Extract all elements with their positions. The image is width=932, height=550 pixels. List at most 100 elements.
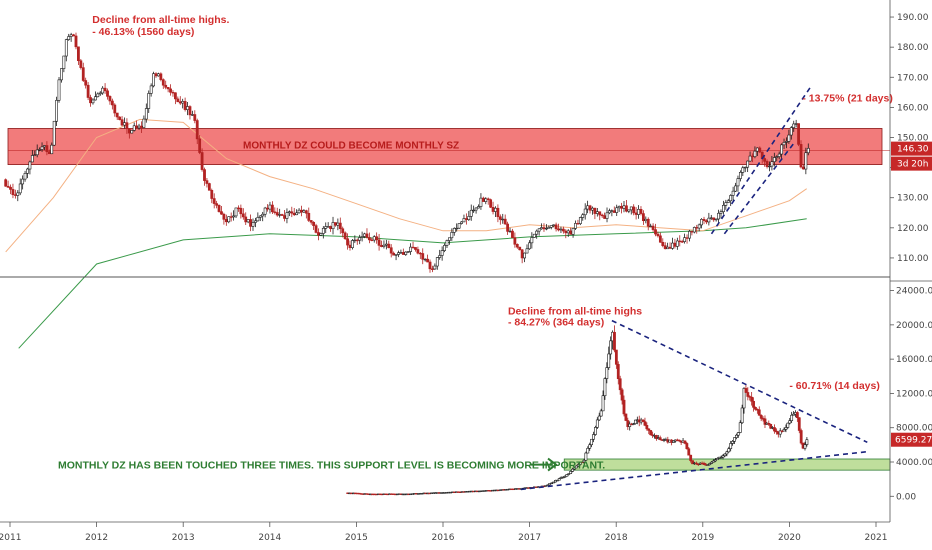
top-candle <box>224 219 228 223</box>
top-candle <box>6 185 10 188</box>
top-candle <box>416 249 420 254</box>
top-candle <box>738 172 742 179</box>
x-tick-label: 2017 <box>518 533 541 543</box>
top-candle <box>154 73 158 77</box>
bottom-candle <box>557 478 561 481</box>
top-candle <box>530 237 534 244</box>
top-candle <box>641 213 645 222</box>
top-candle <box>380 245 383 247</box>
bottom-candle <box>797 417 801 431</box>
top-candle <box>241 213 245 218</box>
top-trendline-1 <box>723 143 795 235</box>
top-candle <box>338 222 342 230</box>
top-candle <box>237 207 240 210</box>
top-candle <box>40 146 44 150</box>
bottom-candle <box>702 462 706 465</box>
top-candle <box>319 233 323 236</box>
top-candle <box>496 207 500 218</box>
top-candle <box>515 243 519 248</box>
top-candle <box>232 215 236 218</box>
bottom-candle <box>601 395 605 412</box>
top-candle <box>261 213 265 217</box>
top-annotation-2: - 13.75% (21 days) <box>802 92 892 104</box>
top-candle <box>302 210 306 213</box>
top-candle <box>528 242 531 250</box>
top-candle <box>535 230 539 235</box>
bottom-candle <box>561 476 565 479</box>
bottom-candle <box>784 427 788 430</box>
top-candle <box>62 55 66 69</box>
top-candle <box>615 207 619 213</box>
top-candle <box>401 252 405 255</box>
top-candle <box>460 221 463 224</box>
bottom-candle <box>586 447 590 454</box>
bottom-candle <box>580 461 584 463</box>
x-tick-label: 2013 <box>172 533 195 543</box>
top-candle <box>678 240 682 243</box>
bottom-candle <box>757 409 761 416</box>
top-candle <box>258 215 262 218</box>
top-candle <box>183 101 187 110</box>
bottom-candle <box>626 420 630 427</box>
top-candle <box>593 207 597 214</box>
arrow-right-icon <box>547 457 558 472</box>
bottom-candle <box>754 407 757 410</box>
x-tick-label: 2021 <box>865 533 888 543</box>
top-candle <box>777 153 781 157</box>
top-candle <box>309 220 313 223</box>
bottom-candle <box>790 414 794 421</box>
top-candle <box>130 130 134 134</box>
top-candle <box>137 125 141 129</box>
bottom-candle <box>715 458 719 461</box>
top-candle <box>11 189 15 196</box>
bottom-candle <box>672 440 675 443</box>
top-candle <box>503 218 507 225</box>
top-candle <box>28 161 32 170</box>
top-candle <box>164 84 168 88</box>
top-candle <box>772 157 776 163</box>
bottom-annotation-0: Decline from all-time highs <box>508 306 642 318</box>
top-candle <box>45 145 49 153</box>
top-candle <box>13 194 17 196</box>
bottom-candle <box>573 467 576 470</box>
top-candle <box>120 119 124 126</box>
bottom-candle <box>708 463 712 465</box>
top-candle <box>382 244 386 247</box>
bottom-candle <box>799 430 803 444</box>
bottom-candle <box>694 462 698 465</box>
top-candle <box>537 228 541 232</box>
top-candle <box>639 208 643 214</box>
top-candle <box>147 93 151 109</box>
top-candle <box>729 195 733 202</box>
top-candle <box>336 222 340 226</box>
top-candle <box>110 100 114 106</box>
top-candle <box>775 156 779 158</box>
top-candle <box>69 34 73 37</box>
top-candle <box>372 236 376 241</box>
bottom-candle <box>731 441 734 444</box>
top-candle <box>794 123 798 125</box>
bottom-candle <box>624 413 628 421</box>
bottom-candle <box>614 349 618 365</box>
top-candle <box>348 244 352 248</box>
top-candle <box>67 36 71 40</box>
top-price-badge-value: 146.30 <box>897 145 929 155</box>
top-candle <box>79 60 83 68</box>
top-candle <box>559 228 563 231</box>
top-candle <box>367 237 371 241</box>
long-moving-average-line <box>18 218 807 349</box>
top-candle <box>30 155 34 163</box>
top-candle <box>176 98 180 103</box>
top-candle <box>16 192 20 196</box>
bottom-candle <box>592 434 595 440</box>
bottom-candle <box>750 396 754 402</box>
top-candle <box>50 144 54 155</box>
bottom-candle <box>803 444 807 449</box>
top-candle <box>545 227 548 230</box>
top-candle <box>629 206 633 211</box>
top-candle <box>658 235 662 243</box>
top-candle <box>353 239 357 242</box>
